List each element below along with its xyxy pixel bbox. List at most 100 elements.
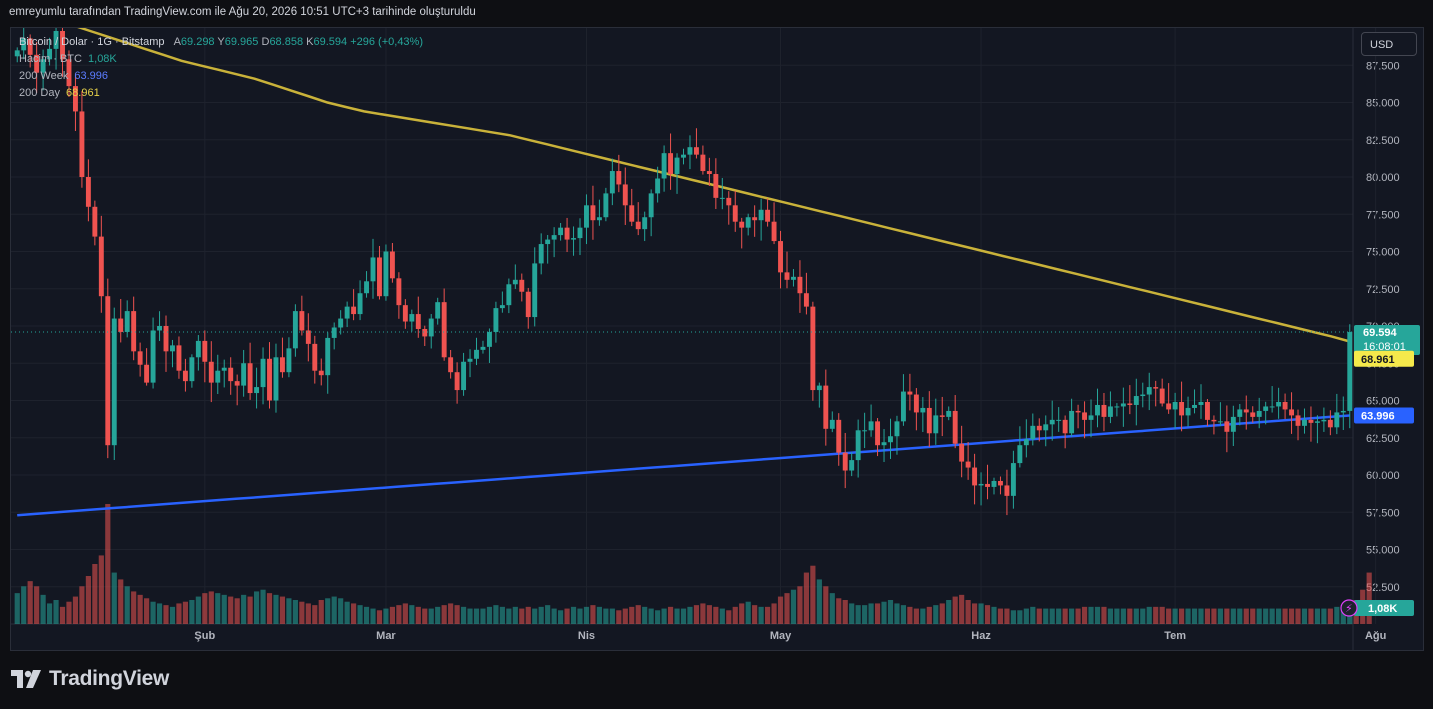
volume-bar [583, 606, 590, 624]
candle-body [1010, 463, 1016, 496]
volume-bar [836, 598, 842, 624]
candle-body [279, 357, 285, 373]
candle-body [1166, 403, 1172, 410]
candle-body [791, 276, 796, 280]
volume-bar [137, 594, 143, 624]
candle-body [202, 340, 208, 362]
ma-200-day-tag: 68.961 [1361, 354, 1395, 366]
volume-bar [234, 598, 240, 624]
candle-body [965, 461, 971, 468]
candle-body [409, 314, 415, 322]
candle-body [344, 306, 350, 319]
candle-body [778, 241, 783, 273]
legend-200-week[interactable]: 200 Week 63.996 [19, 70, 108, 82]
legend-symbol[interactable]: Bitcoin / Dolar · 1G · Bitstamp [19, 36, 165, 48]
candle-body [564, 227, 570, 240]
legend-volume[interactable]: Hacim · BTC 1,08K [19, 53, 117, 65]
x-tick-label: Şub [194, 630, 215, 642]
candle-body [1159, 388, 1165, 404]
y-tick-label: 65.000 [1366, 396, 1400, 408]
volume-bar [732, 606, 738, 624]
volume-bar [363, 606, 370, 624]
chart-panel[interactable]: 52.50055.00057.50060.00062.50065.00067.5… [10, 27, 1424, 651]
candle-body [286, 348, 292, 373]
volume-bar [713, 606, 719, 624]
volume-bar [946, 600, 952, 624]
tradingview-logo[interactable]: TradingView [11, 667, 169, 691]
candle-body [771, 221, 777, 242]
volume-bar [1062, 608, 1068, 624]
candle-body [312, 343, 318, 371]
candle-body [325, 337, 331, 376]
volume-bar [40, 594, 46, 624]
candle-body [27, 38, 33, 55]
candle-body [894, 421, 900, 437]
candle-body [642, 217, 648, 230]
candle-body [221, 367, 227, 371]
volume-bar [46, 603, 53, 624]
candle-body [952, 410, 958, 444]
candle-body [1036, 425, 1042, 431]
volume-bar [325, 598, 331, 624]
volume-bar [506, 608, 512, 624]
candle-body [1263, 406, 1269, 411]
volume-bar [1153, 606, 1159, 624]
candle-body [913, 394, 919, 413]
volume-bar [208, 591, 214, 624]
candle-body [254, 387, 260, 394]
volume-bar [435, 606, 441, 624]
price-chart[interactable]: 52.50055.00057.50060.00062.50065.00067.5… [11, 28, 1423, 650]
volume-bar [765, 606, 771, 624]
volume-bar [519, 608, 525, 624]
volume-bar [1127, 608, 1133, 624]
candle-body [571, 238, 576, 240]
candle-body [622, 184, 628, 206]
candle-body [1250, 412, 1256, 417]
candle-body [1101, 404, 1107, 417]
candle-body [584, 205, 589, 228]
volume-bar [1166, 608, 1172, 624]
candle-body [985, 483, 990, 487]
volume-bar [667, 606, 674, 624]
volume-bar [1314, 608, 1321, 624]
lightning-icon[interactable] [1340, 599, 1358, 617]
candle-body [519, 279, 525, 292]
volume-bar [693, 605, 700, 624]
volume-bar [810, 565, 816, 624]
currency-button[interactable]: USD [1361, 32, 1417, 56]
candle-body [693, 147, 699, 155]
legend-ohlc[interactable]: Bitcoin / Dolar · 1G · Bitstamp A69.298 … [19, 36, 423, 48]
volume-bar [862, 605, 868, 624]
volume-bar [1243, 608, 1249, 624]
candle-body [47, 48, 53, 60]
volume-bar [176, 603, 182, 624]
candle-body [603, 193, 609, 218]
candle-body [1133, 396, 1139, 405]
candle-body [241, 363, 247, 386]
x-tick-label: Mar [376, 630, 396, 642]
candle-body [1082, 412, 1088, 420]
legend-200-day[interactable]: 200 Day 68.961 [19, 87, 100, 99]
candle-body [959, 443, 965, 462]
candle-body [732, 205, 738, 222]
candle-body [1185, 407, 1191, 416]
volume-bar [480, 608, 486, 624]
volume-bar [92, 564, 98, 624]
volume-bar [551, 608, 557, 624]
legend-200-week-label: 200 Week [19, 70, 69, 82]
volume-bar [959, 594, 965, 624]
volume-bar [1081, 606, 1088, 624]
volume-bar [570, 606, 577, 624]
volume-bar [105, 504, 111, 624]
volume-bar [156, 603, 163, 624]
candle-body [66, 59, 72, 87]
volume-bar [409, 605, 415, 624]
candle-body [836, 419, 842, 453]
volume-bar [357, 605, 363, 624]
volume-bar [27, 581, 33, 624]
volume-bar [299, 601, 305, 624]
volume-bar [1211, 608, 1217, 624]
volume-bar [971, 603, 978, 624]
candle-body [474, 349, 479, 359]
candle-body [441, 302, 447, 358]
